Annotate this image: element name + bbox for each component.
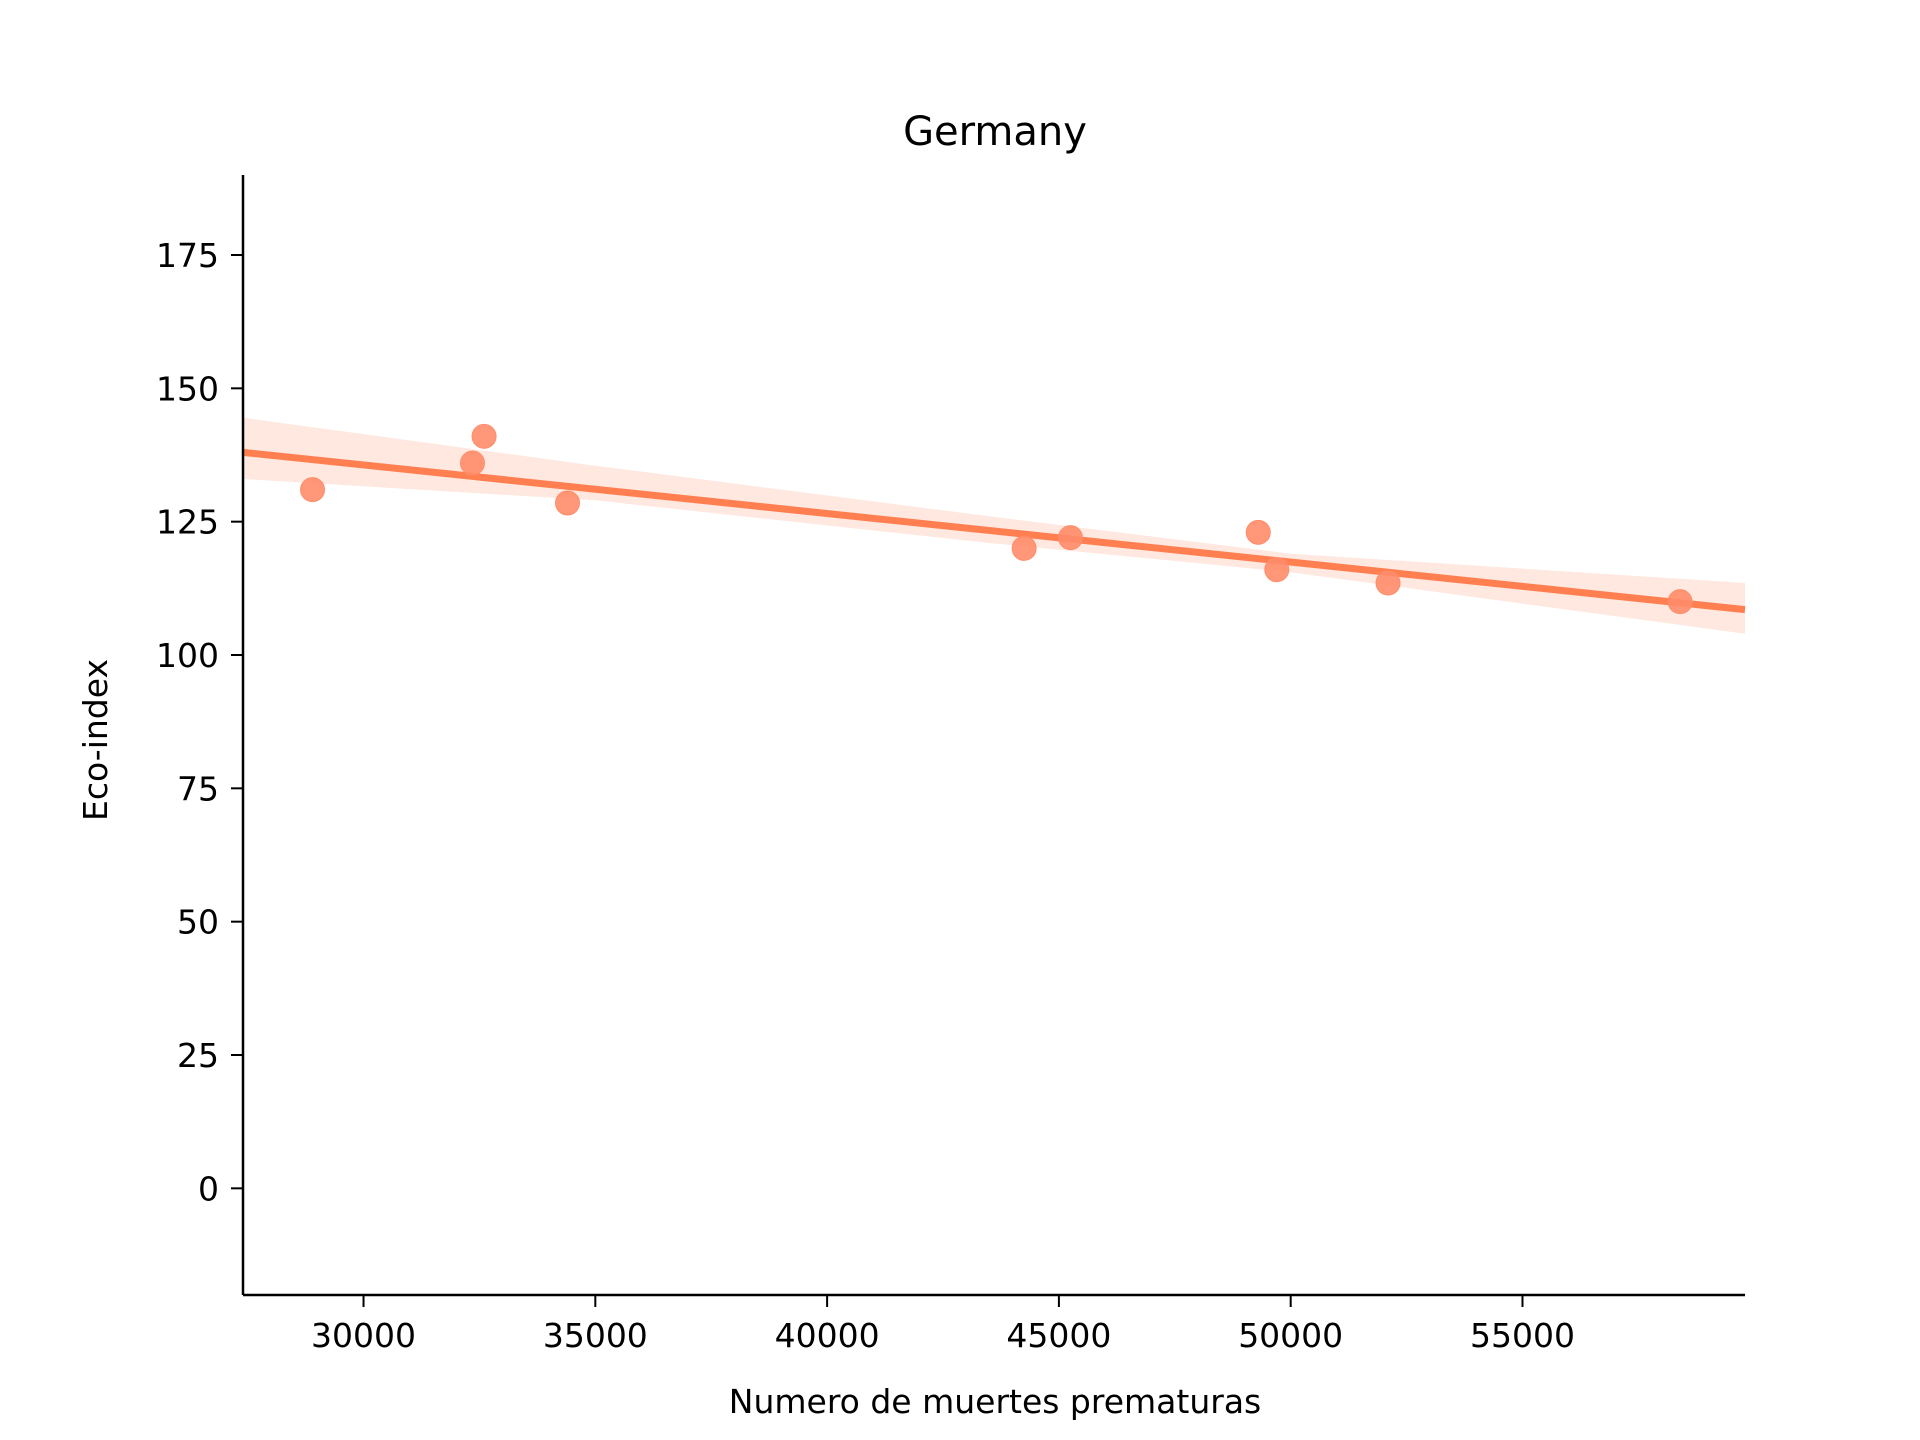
data-point xyxy=(1011,535,1037,561)
y-tick-label: 50 xyxy=(177,903,219,942)
y-tick-label: 175 xyxy=(156,236,219,275)
data-point xyxy=(459,450,485,476)
axes xyxy=(241,175,1745,1297)
data-point xyxy=(1245,519,1271,545)
y-tick-label: 0 xyxy=(198,1169,219,1208)
x-ticks: 30000 35000 40000 45000 50000 55000 xyxy=(311,1295,1575,1355)
y-axis-label: Eco-index xyxy=(76,659,115,821)
x-tick-label: 30000 xyxy=(311,1316,416,1355)
chart-title: Germany xyxy=(903,109,1087,155)
data-point xyxy=(1667,589,1693,615)
y-tick-label: 150 xyxy=(156,369,219,408)
confidence-band-layer xyxy=(243,417,1745,634)
data-point xyxy=(1375,570,1401,596)
data-point xyxy=(555,490,581,516)
scatter-points-layer xyxy=(300,423,1693,615)
y-ticks: 0 25 50 75 100 125 150 175 xyxy=(156,236,243,1208)
y-tick-label: 125 xyxy=(156,503,219,542)
data-point xyxy=(471,423,497,449)
x-tick-label: 35000 xyxy=(543,1316,648,1355)
x-axis-label: Numero de muertes prematuras xyxy=(729,1382,1261,1421)
data-point xyxy=(300,477,326,503)
x-tick-label: 40000 xyxy=(775,1316,880,1355)
regression-line xyxy=(242,448,1746,614)
x-tick-label: 50000 xyxy=(1238,1316,1343,1355)
x-tick-label: 55000 xyxy=(1470,1316,1575,1355)
data-point xyxy=(1264,557,1290,583)
x-tick-label: 45000 xyxy=(1006,1316,1111,1355)
y-tick-label: 25 xyxy=(177,1036,219,1075)
y-tick-label: 75 xyxy=(177,769,219,808)
y-tick-label: 100 xyxy=(156,636,219,675)
confidence-band xyxy=(243,417,1745,634)
regression-line-layer xyxy=(242,448,1746,614)
data-point xyxy=(1057,525,1083,551)
